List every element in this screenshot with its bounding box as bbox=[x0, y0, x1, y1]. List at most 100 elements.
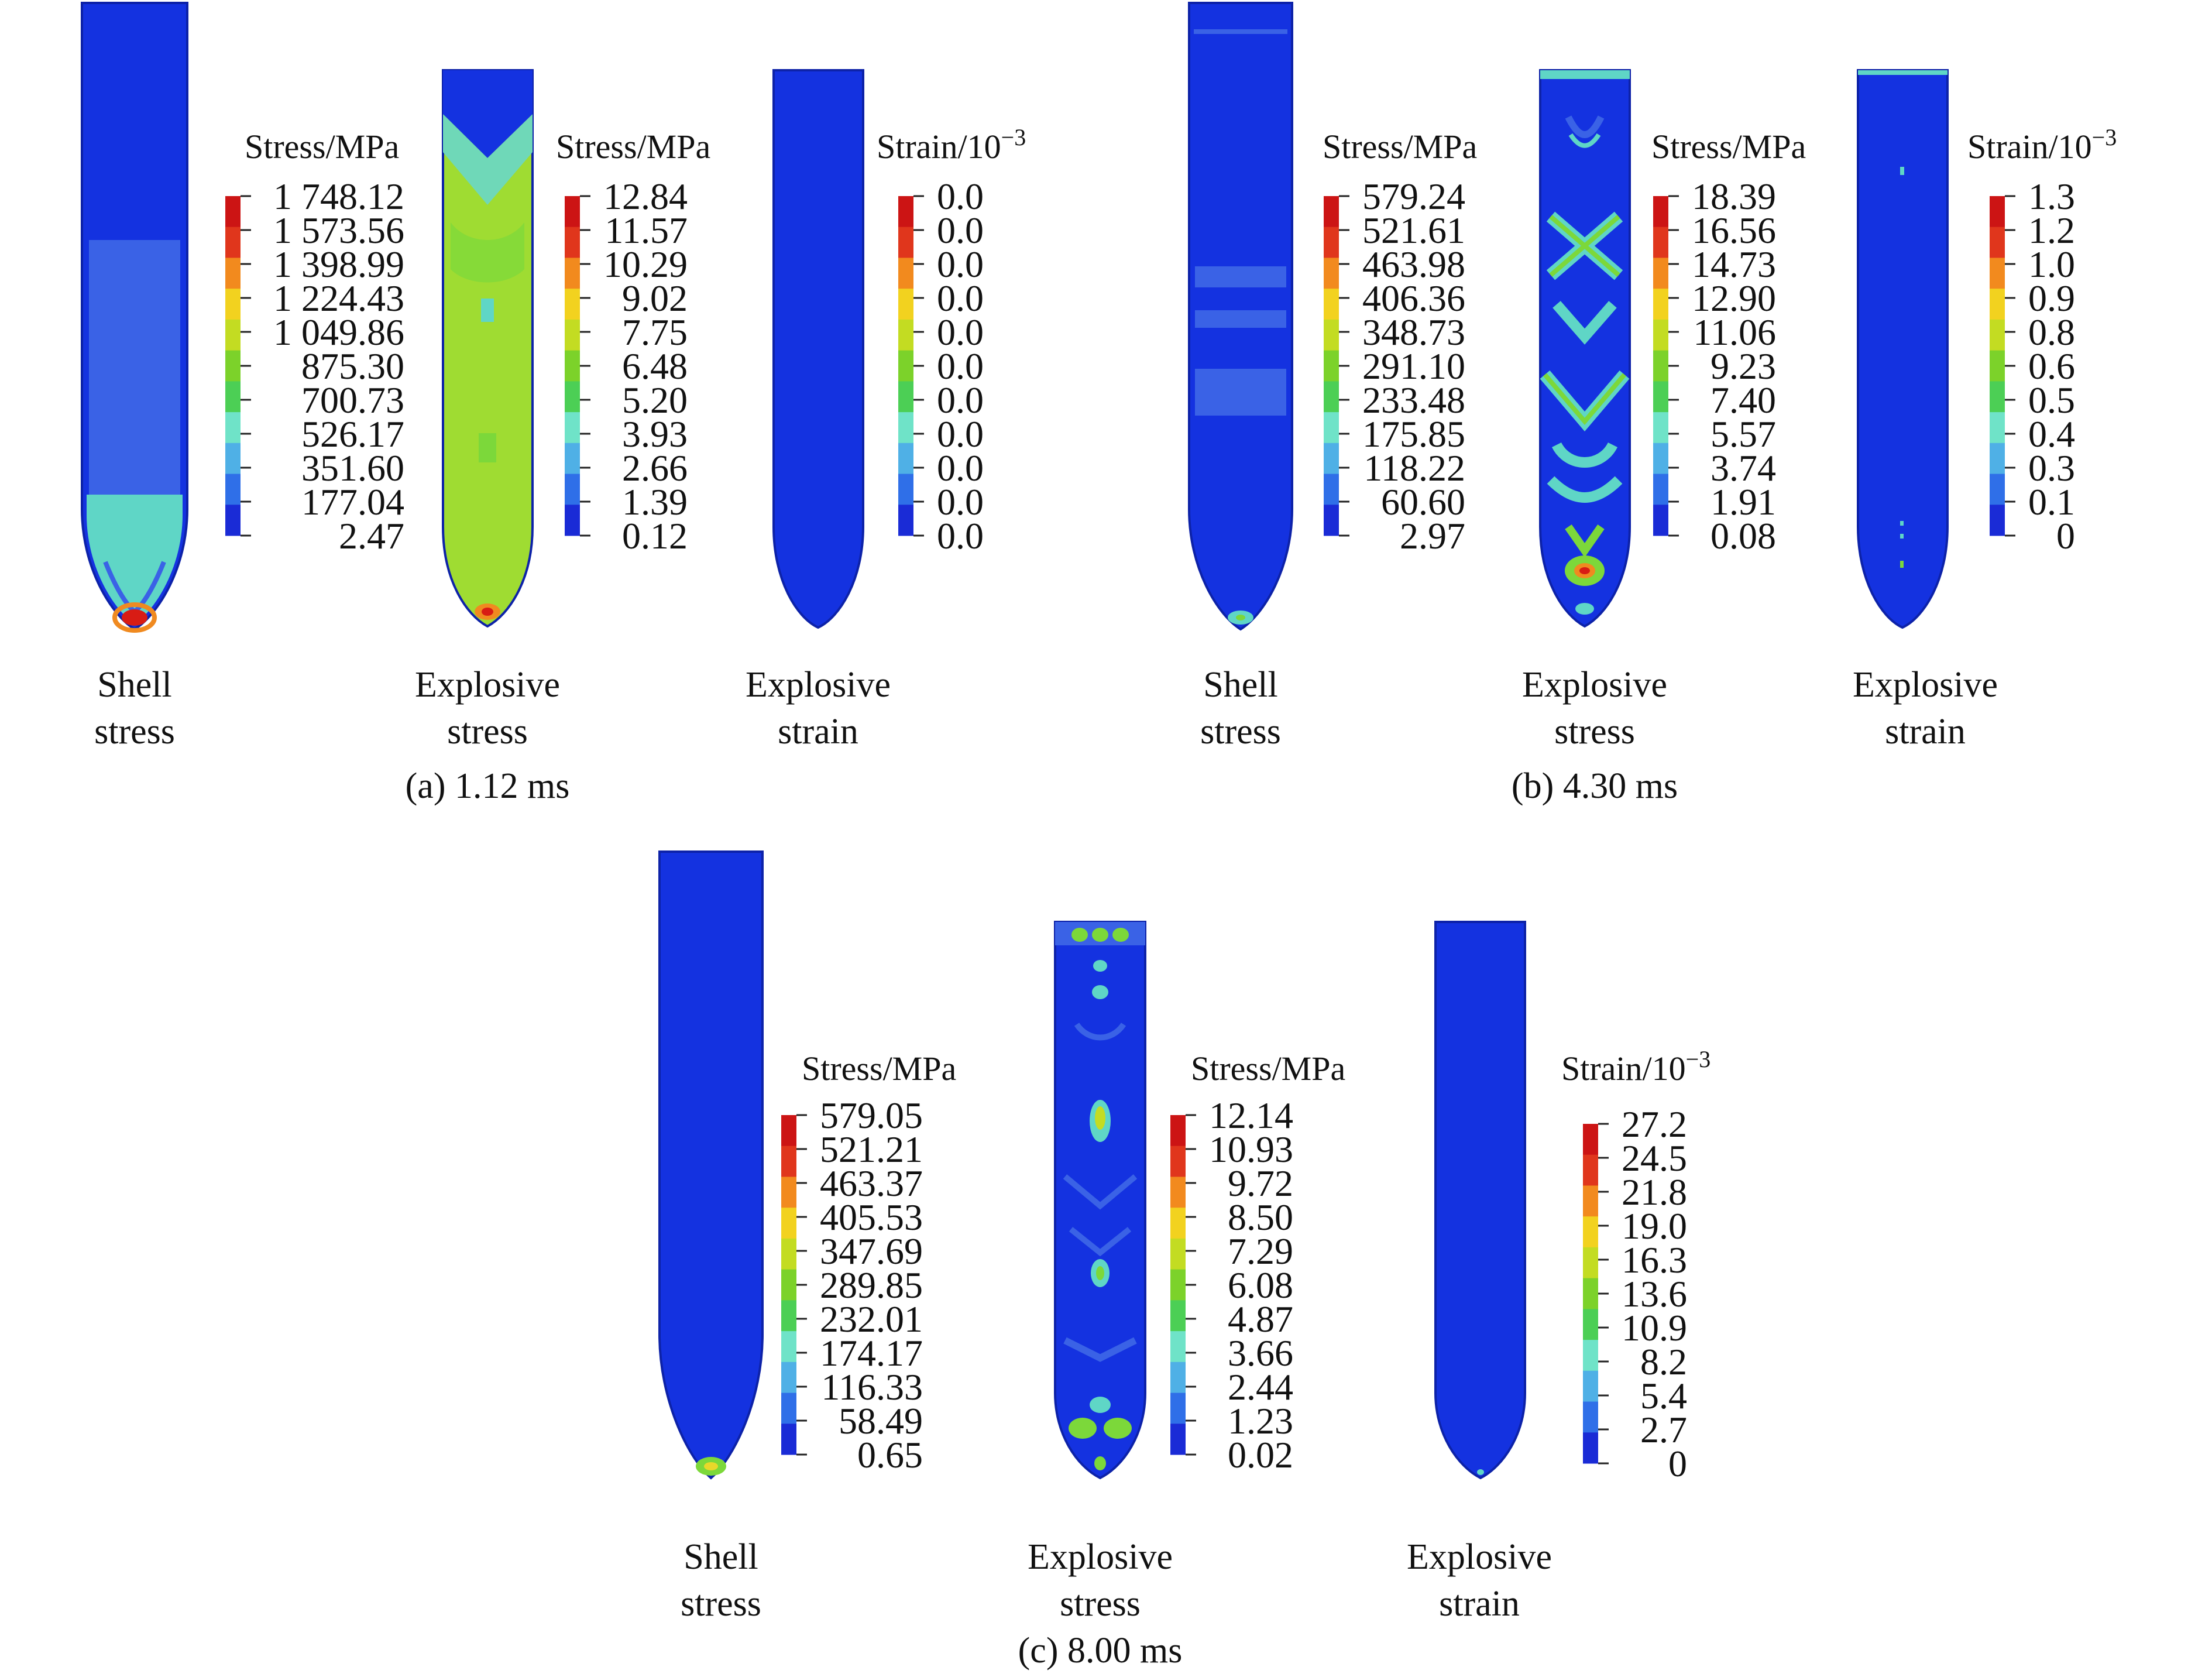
colorbar-tick-label: 9.23 bbox=[1710, 345, 1776, 387]
colorbar-tick-label: 7.75 bbox=[622, 311, 688, 353]
colorbar-segment bbox=[225, 443, 241, 475]
colorbar-tick-label: 347.69 bbox=[820, 1230, 923, 1272]
colorbar-tick-label: 0.3 bbox=[2028, 447, 2075, 489]
colorbar-segment bbox=[1170, 1393, 1186, 1424]
colorbar-segment bbox=[1653, 412, 1668, 444]
contour-shell-stress-c bbox=[658, 850, 764, 1480]
caption-b: (b) 4.30 ms bbox=[1512, 766, 1678, 806]
label-shell-stress-a-2: stress bbox=[94, 712, 175, 752]
colorbar-tick-label: 27.2 bbox=[1622, 1103, 1687, 1145]
colorbar-tick-label: 0.0 bbox=[937, 176, 984, 217]
label-explosive-strain-a-2: strain bbox=[778, 712, 858, 752]
caption-a: (a) 1.12 ms bbox=[406, 766, 570, 806]
colorbar-segment bbox=[1990, 505, 2005, 536]
colorbar-segment bbox=[1583, 1370, 1598, 1402]
colorbar-segment bbox=[1583, 1247, 1598, 1279]
colorbar-tick-label: 5.4 bbox=[1640, 1375, 1687, 1417]
label-shell-stress-b-1: Shell bbox=[1203, 665, 1277, 705]
legend-unit: Stress/MPa bbox=[245, 128, 399, 166]
colorbar-segment bbox=[781, 1362, 796, 1394]
colorbar-tick-label: 10.29 bbox=[603, 244, 688, 285]
colorbar-tick-label: 0.0 bbox=[937, 413, 984, 455]
colorbar-tick-label: 174.17 bbox=[820, 1332, 923, 1374]
colorbar-segment bbox=[1170, 1146, 1186, 1177]
colorbar-tick-label: 3.74 bbox=[1710, 447, 1776, 489]
colorbar-tick-label: 0.1 bbox=[2028, 481, 2075, 523]
colorbar-tick-label: 12.14 bbox=[1209, 1095, 1293, 1136]
colorbar-segment bbox=[225, 319, 241, 351]
colorbar-tick-label: 0.65 bbox=[857, 1434, 923, 1476]
colorbar-tick-label: 2.47 bbox=[339, 515, 404, 557]
colorbar-segment bbox=[565, 196, 580, 228]
colorbar-tick-label: 3.66 bbox=[1228, 1332, 1293, 1374]
colorbar-segment bbox=[1583, 1401, 1598, 1433]
colorbar-tick-label: 58.49 bbox=[839, 1400, 923, 1442]
colorbar-tick-label: 405.53 bbox=[820, 1196, 923, 1238]
legend-unit: Strain/10−3 bbox=[877, 124, 1026, 166]
colorbar-tick-label: 0.0 bbox=[937, 244, 984, 285]
colorbar-segment bbox=[1990, 412, 2005, 444]
legend-unit: Stress/MPa bbox=[802, 1050, 956, 1088]
colorbar-segment bbox=[1990, 196, 2005, 228]
colorbar-segment bbox=[225, 474, 241, 505]
colorbar-segment bbox=[898, 196, 913, 228]
panel-b: Stress/MPa 579.24521.61463.98406.36348.7… bbox=[1188, 2, 2117, 806]
colorbar-segment bbox=[1653, 258, 1668, 289]
colorbar-tick-label: 1 573.56 bbox=[273, 210, 404, 251]
label-explosive-stress-b-1: Explosive bbox=[1522, 665, 1667, 705]
colorbar-tick-label: 6.08 bbox=[1228, 1264, 1293, 1306]
legend-shell-stress-c: Stress/MPa 579.05521.21463.37405.53347.6… bbox=[781, 1050, 956, 1476]
legend-unit: Stress/MPa bbox=[1651, 128, 1806, 166]
colorbar-tick-label: 0.02 bbox=[1228, 1434, 1293, 1476]
colorbar-tick-label: 348.73 bbox=[1362, 311, 1465, 353]
colorbar-tick-label: 1.23 bbox=[1228, 1400, 1293, 1442]
colorbar-segment bbox=[1990, 227, 2005, 258]
colorbar-tick-label: 521.21 bbox=[820, 1129, 923, 1170]
colorbar-tick-label: 3.93 bbox=[622, 413, 688, 455]
colorbar-tick-label: 0.0 bbox=[937, 345, 984, 387]
contour-explosive-stress-a bbox=[442, 69, 534, 628]
shell-mid-band bbox=[89, 240, 180, 498]
legend-explosive-stress-a: Stress/MPa 12.8411.5710.299.027.756.485.… bbox=[556, 128, 710, 557]
colorbar-segment bbox=[781, 1146, 796, 1177]
colorbar-tick-label: 5.20 bbox=[622, 379, 688, 421]
colorbar-tick-label: 526.17 bbox=[301, 413, 404, 455]
contour-explosive-stress-c bbox=[1054, 921, 1146, 1480]
label-explosive-strain-c-2: strain bbox=[1439, 1584, 1520, 1624]
label-shell-stress-c-2: stress bbox=[681, 1584, 761, 1624]
label-shell-stress-b-2: stress bbox=[1200, 712, 1281, 752]
label-shell-stress-a-1: Shell bbox=[97, 665, 171, 705]
colorbar-segment bbox=[898, 350, 913, 382]
colorbar-segment bbox=[225, 505, 241, 536]
colorbar-tick-label: 1 224.43 bbox=[273, 277, 404, 319]
colorbar-tick-label: 0.0 bbox=[937, 515, 984, 557]
colorbar-tick-label: 60.60 bbox=[1381, 481, 1465, 523]
colorbar-tick-label: 9.02 bbox=[622, 277, 688, 319]
colorbar-segment bbox=[565, 412, 580, 444]
colorbar-tick-label: 4.87 bbox=[1228, 1298, 1293, 1340]
colorbar-tick-label: 463.37 bbox=[820, 1162, 923, 1204]
colorbar-segment bbox=[1990, 381, 2005, 413]
colorbar-tick-label: 116.33 bbox=[821, 1366, 923, 1408]
colorbar-tick-label: 875.30 bbox=[301, 345, 404, 387]
shell-tip-hotspot bbox=[122, 609, 147, 626]
colorbar-tick-label: 232.01 bbox=[820, 1298, 923, 1340]
legend-explosive-strain-b: Strain/10−3 1.31.21.00.90.80.60.50.40.30… bbox=[1967, 124, 2117, 557]
colorbar-segment bbox=[565, 227, 580, 258]
legend-unit: Stress/MPa bbox=[556, 128, 710, 166]
contour-shell-stress-b bbox=[1188, 2, 1293, 631]
colorbar-segment bbox=[1583, 1309, 1598, 1340]
colorbar-segment bbox=[898, 443, 913, 475]
contour-shell-stress-a bbox=[81, 2, 188, 633]
colorbar-tick-label: 1.91 bbox=[1710, 481, 1776, 523]
colorbar-tick-label: 0.0 bbox=[937, 277, 984, 319]
colorbar-tick-label: 1 049.86 bbox=[273, 311, 404, 353]
colorbar-segment bbox=[1324, 412, 1339, 444]
colorbar-tick-label: 0.0 bbox=[937, 210, 984, 251]
colorbar-tick-label: 0.4 bbox=[2028, 413, 2075, 455]
colorbar-segment bbox=[1990, 289, 2005, 320]
caption-c: (c) 8.00 ms bbox=[1018, 1631, 1183, 1671]
colorbar-tick-label: 0.08 bbox=[1710, 515, 1776, 557]
colorbar-tick-label: 7.40 bbox=[1710, 379, 1776, 421]
colorbar-tick-label: 9.72 bbox=[1228, 1162, 1293, 1204]
